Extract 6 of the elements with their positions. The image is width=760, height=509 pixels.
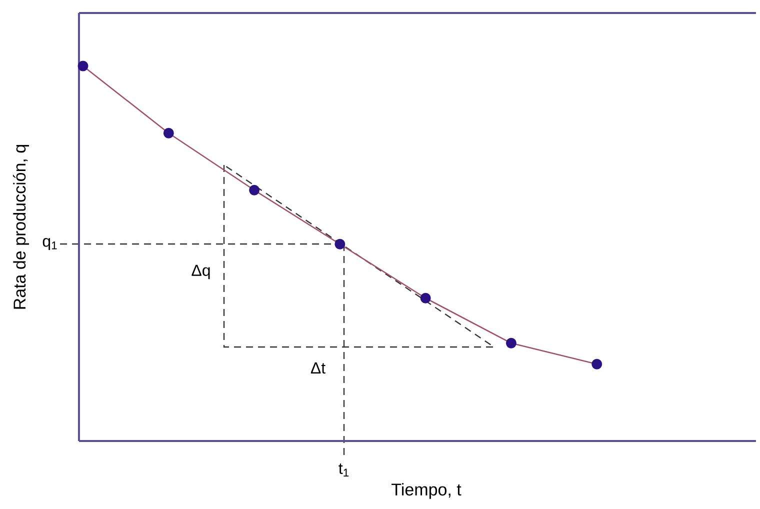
- annotation: q$_{1}$: [42, 238, 57, 250]
- text: t$_{1}$: [338, 464, 349, 476]
- x-axis-title: Tiempo, t: [392, 483, 462, 499]
- annotation: Δt: [310, 362, 326, 374]
- y-axis-title: Rata de producción, q: [12, 144, 29, 309]
- annotation: Δq: [192, 264, 210, 280]
